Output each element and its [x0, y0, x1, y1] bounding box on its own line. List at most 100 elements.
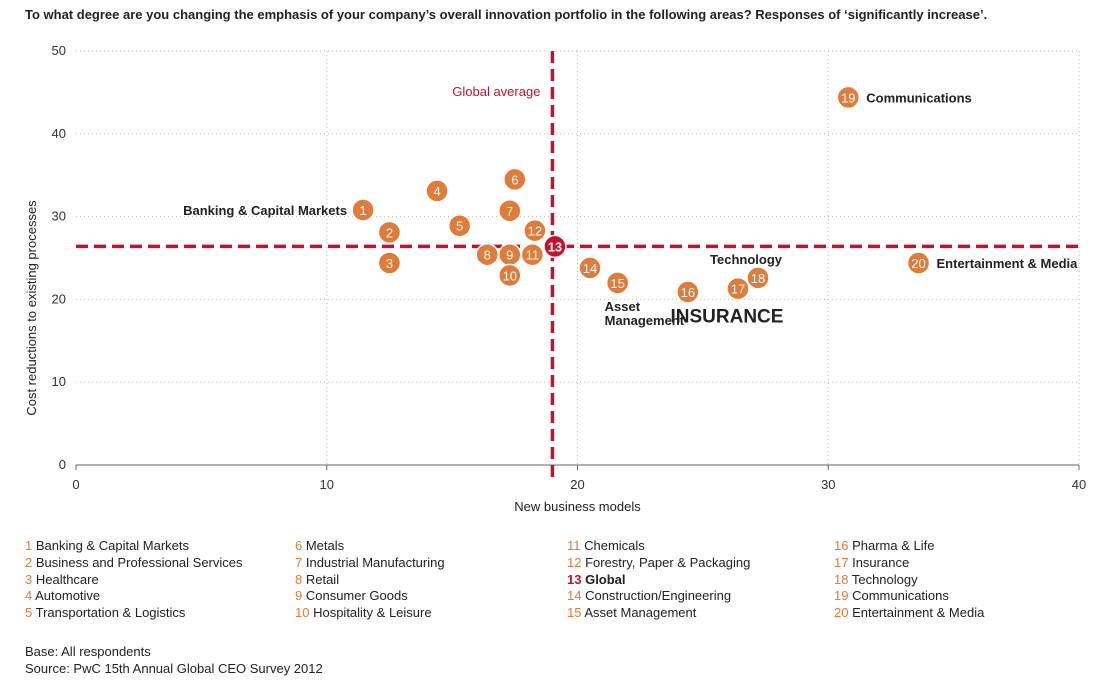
global-average-label: Global average [452, 84, 540, 99]
data-point-label: 1 [359, 203, 366, 218]
legend-text: Retail [302, 571, 340, 587]
legend-text: Pharma & Life [848, 538, 935, 553]
legend-item: 2 Business and Professional Services [25, 555, 243, 572]
legend-number: 17 [834, 554, 849, 570]
data-point-label: 9 [506, 248, 513, 263]
data-point-label: 7 [506, 204, 513, 219]
data-point-label: 11 [526, 248, 540, 263]
legend-item: 4 Automotive [25, 588, 243, 605]
data-point-4 [425, 179, 449, 203]
x-tick-label: 20 [570, 477, 584, 492]
data-point-label: 16 [681, 285, 695, 300]
legend-item: 11 Chemicals [567, 538, 750, 555]
legend-number: 9 [295, 588, 303, 604]
legend-number: 5 [25, 605, 33, 621]
legend-number: 10 [295, 605, 310, 621]
legend-item: 8 Retail [295, 572, 445, 589]
legend-text: Construction/Engineering [581, 588, 732, 604]
data-point-label: 13 [548, 239, 562, 254]
y-tick-label: 50 [52, 43, 66, 58]
legend-text: Healthcare [32, 571, 99, 587]
data-point-19 [836, 85, 861, 110]
data-point-17 [726, 276, 750, 301]
data-point-label: 6 [511, 172, 518, 187]
data-point-15 [605, 271, 630, 295]
legend-text: Entertainment & Media [848, 605, 985, 621]
legend-text: Industrial Manufacturing [302, 554, 445, 570]
legend-item: 17 Insurance [834, 555, 984, 572]
legend-text: Transportation & Logistics [32, 605, 186, 621]
data-point-label: 2 [386, 225, 393, 240]
data-point-20 [906, 251, 931, 275]
legend-number: 20 [834, 605, 849, 621]
legend-number: 1 [25, 538, 33, 553]
legend-text: Asset Management [581, 605, 697, 621]
legend-number: 19 [834, 588, 849, 604]
legend-item: 19 Communications [834, 588, 984, 605]
legend-item: 10 Hospitality & Leisure [295, 605, 445, 622]
legend-text: Banking & Capital Markets [32, 538, 190, 553]
x-tick-label: 30 [821, 477, 835, 492]
legend-number: 6 [295, 538, 303, 553]
legend-item: 14 Construction/Engineering [567, 588, 750, 605]
legend-item: 5 Transportation & Logistics [25, 605, 243, 622]
annotation-label: INSURANCE [671, 307, 784, 328]
legend-number: 18 [834, 571, 849, 587]
y-tick-label: 40 [52, 126, 66, 141]
legend-item: 1 Banking & Capital Markets [25, 538, 243, 555]
data-point-label: 17 [731, 282, 745, 297]
legend-number: 2 [25, 554, 33, 570]
legend-number: 12 [567, 554, 582, 570]
data-point-label: 18 [751, 271, 765, 286]
annotation-label: Asset [605, 299, 641, 314]
data-point-label: 14 [583, 261, 597, 276]
annotation-label: Communications [866, 90, 971, 105]
legend-text: Business and Professional Services [32, 554, 243, 570]
legend-text: Communications [848, 588, 949, 604]
legend-column: 16 Pharma & Life 17 Insurance 18 Technolog… [834, 538, 984, 622]
legend-number: 16 [834, 538, 849, 553]
legend-number: 13 [567, 571, 582, 587]
legend-column: 11 Chemicals 12 Forestry, Paper & Packagi… [567, 538, 750, 622]
legend-number: 3 [25, 571, 33, 587]
data-point-16 [676, 280, 700, 304]
annotation-label: Entertainment & Media [937, 256, 1079, 271]
data-point-11 [520, 242, 545, 267]
data-point-18 [746, 266, 770, 290]
y-tick-label: 10 [52, 374, 66, 389]
legend-item: 16 Pharma & Life [834, 538, 984, 555]
y-tick-label: 20 [52, 291, 66, 306]
legend-text: Chemicals [580, 538, 645, 553]
data-point-label: 3 [386, 256, 393, 271]
legend-text: Global [581, 571, 626, 587]
x-tick-label: 40 [1072, 477, 1086, 492]
legend-item: 12 Forestry, Paper & Packaging [567, 555, 750, 572]
legend-number: 4 [25, 588, 33, 604]
y-tick-label: 30 [52, 209, 66, 224]
legend-number: 15 [567, 605, 582, 621]
legend-text: Forestry, Paper & Packaging [581, 554, 751, 570]
data-point-label: 4 [433, 184, 440, 199]
legend-column: 1 Banking & Capital Markets 2 Business an… [25, 538, 243, 622]
legend-number: 7 [295, 554, 303, 570]
legend-number: 11 [567, 538, 581, 553]
data-point-label: 12 [528, 224, 542, 239]
data-point-6 [503, 167, 527, 192]
data-point-1 [351, 198, 375, 222]
annotation-label: Technology [710, 252, 783, 267]
source-note: Source: PwC 15th Annual Global CEO Surve… [25, 660, 323, 676]
x-tick-label: 10 [320, 477, 334, 492]
data-point-12 [523, 218, 547, 243]
x-axis-label: New business models [514, 499, 641, 514]
y-axis-label: Cost reductions to existing processes [24, 200, 39, 416]
data-point-5 [447, 213, 472, 238]
legend-text: Automotive [32, 588, 101, 604]
data-point-10 [498, 263, 522, 288]
x-tick-label: 0 [72, 477, 79, 492]
legend-item: 6 Metals [295, 538, 445, 555]
legend-text: Insurance [848, 554, 910, 570]
chart-title: To what degree are you changing the emph… [25, 7, 988, 22]
legend-text: Hospitality & Leisure [309, 605, 432, 621]
legend-text: Consumer Goods [302, 588, 408, 604]
